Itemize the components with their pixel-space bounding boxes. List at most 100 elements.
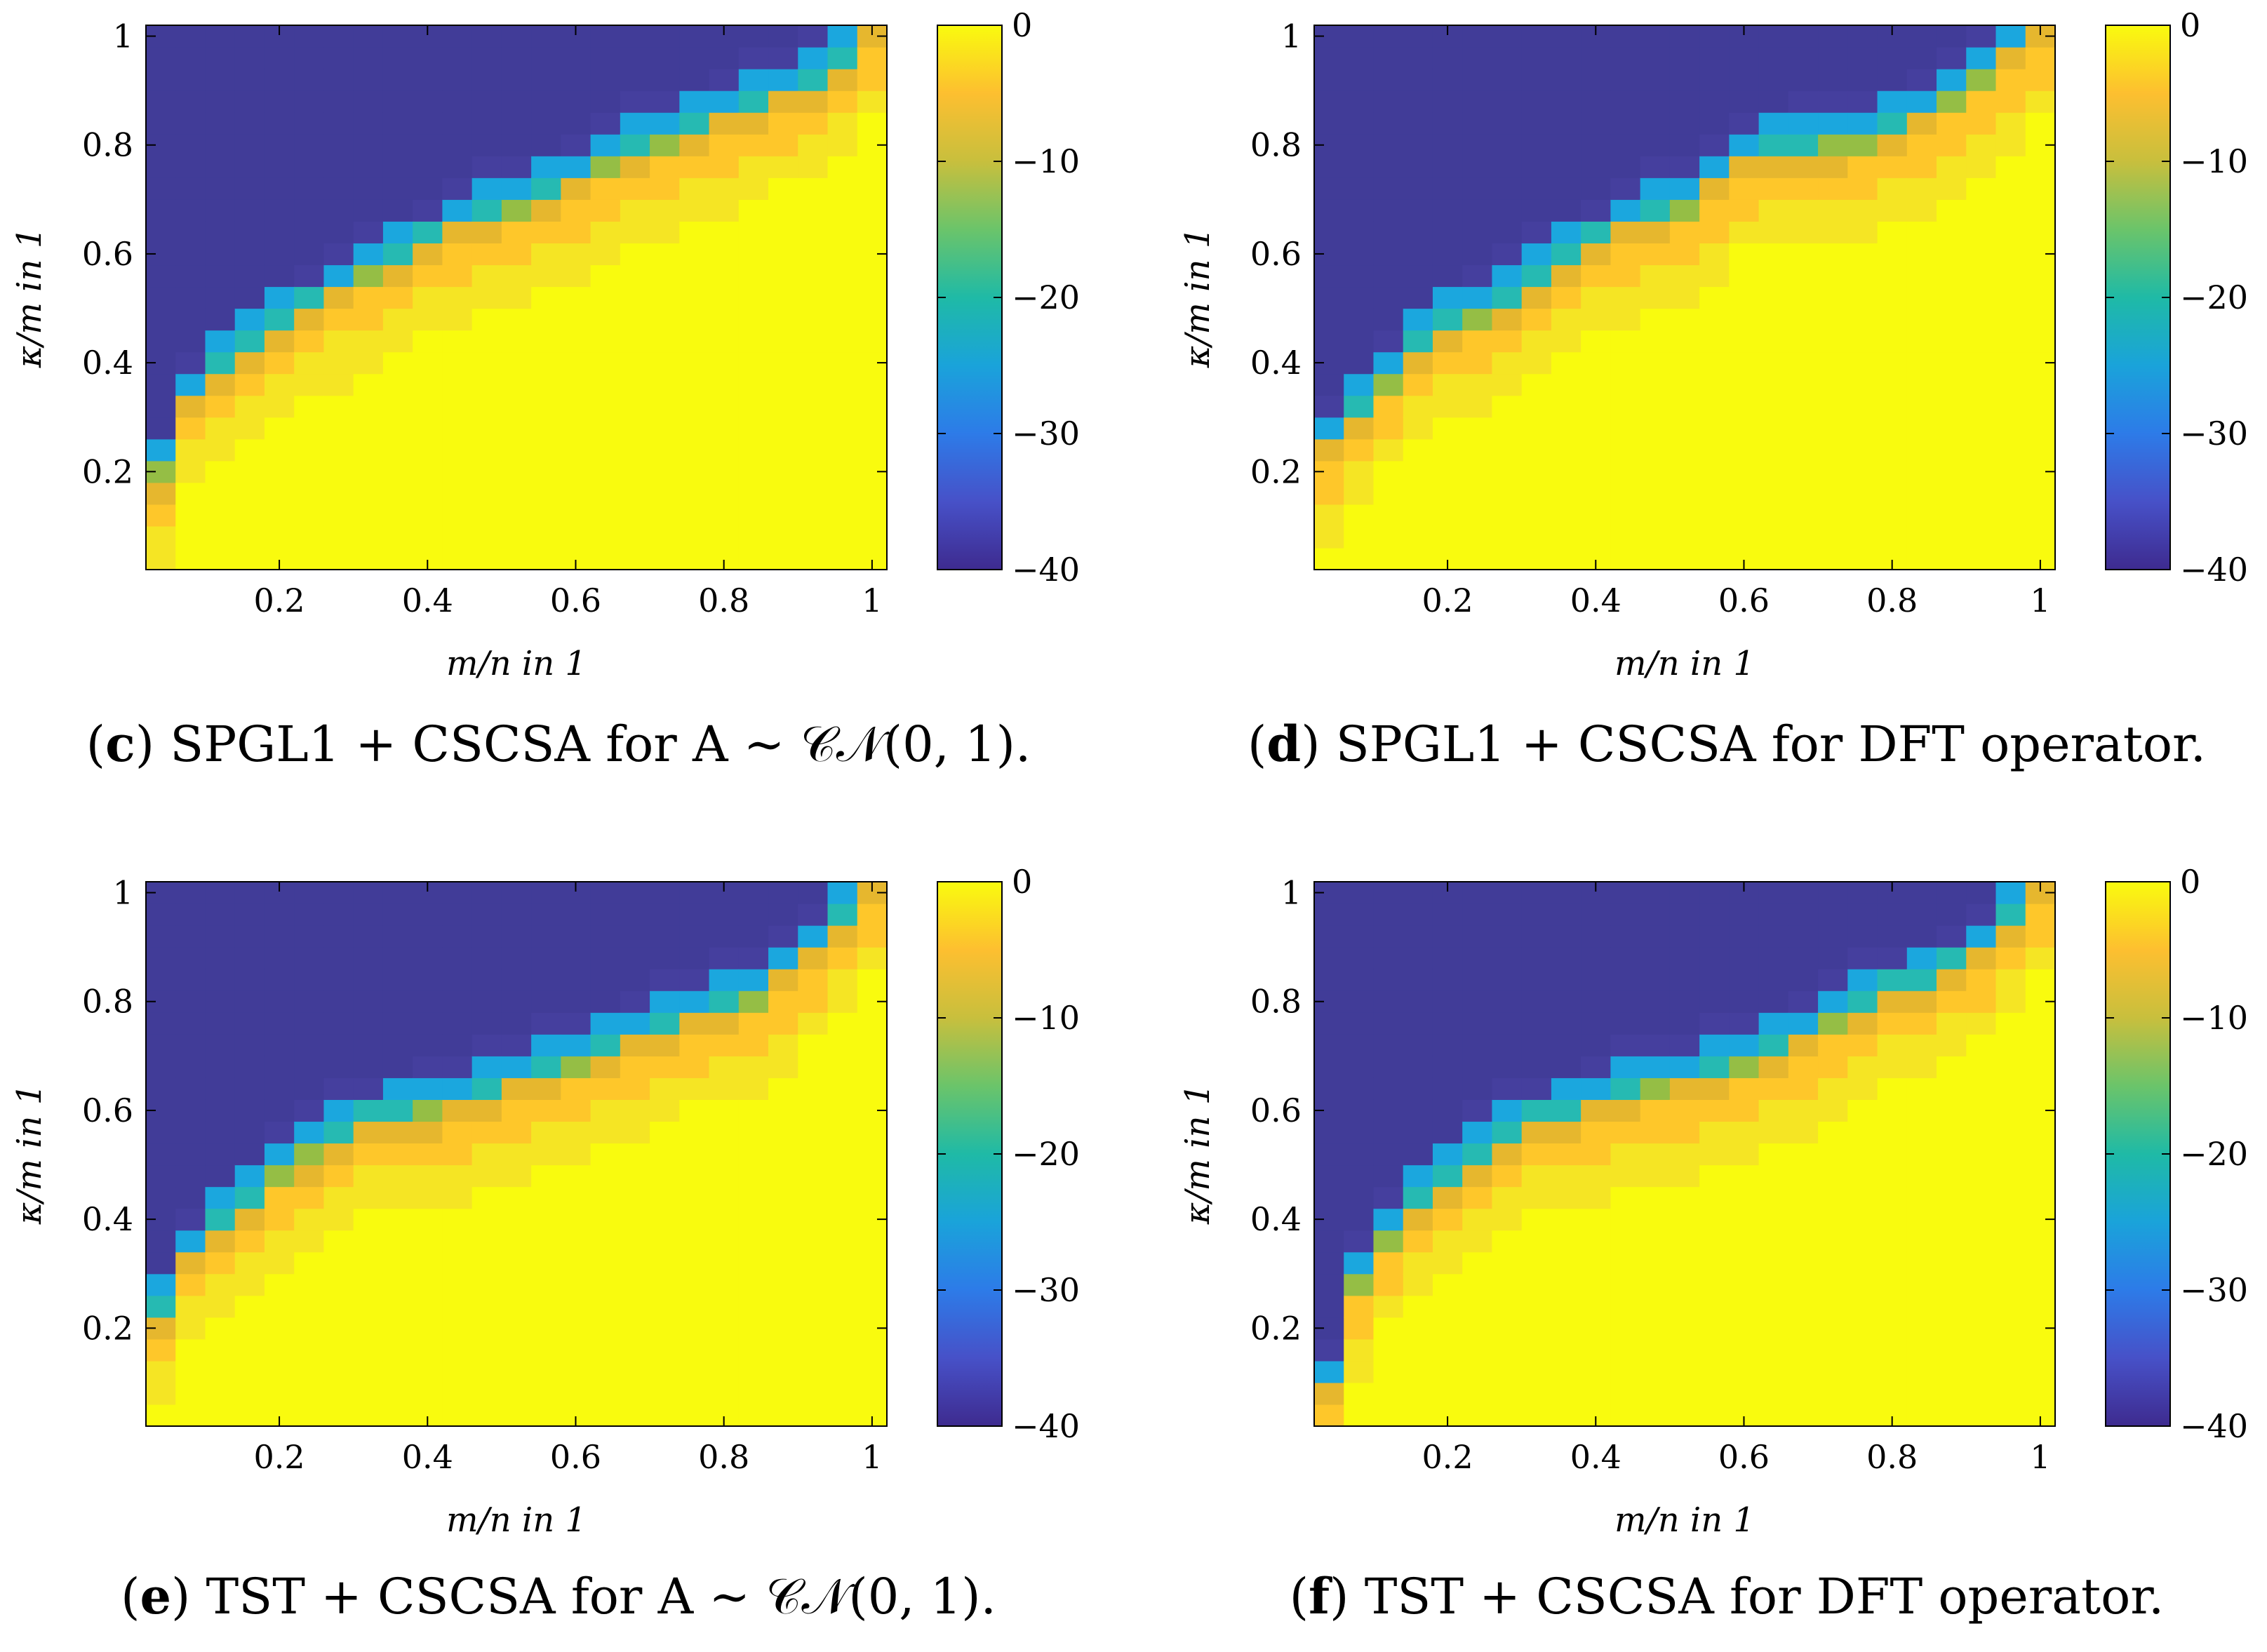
heatmap-cell [175, 882, 206, 904]
heatmap-cell [501, 1230, 532, 1253]
heatmap-cell [501, 1338, 532, 1362]
heatmap-cell [1788, 1338, 1819, 1362]
heatmap-cell [679, 395, 710, 418]
heatmap-cell [323, 1338, 354, 1362]
y-tick-label: 0.4 [82, 344, 133, 382]
heatmap-cell [501, 882, 532, 904]
heatmap-cell [1521, 1317, 1552, 1340]
heatmap-cell [146, 264, 176, 288]
heatmap-cell [1906, 177, 1937, 200]
heatmap-cell [1344, 525, 1375, 549]
heatmap-cell [323, 1360, 354, 1383]
heatmap-cell [294, 199, 325, 222]
heatmap-cell [323, 1056, 354, 1078]
heatmap-cell [1729, 373, 1760, 396]
heatmap-cell [1906, 925, 1937, 948]
heatmap-cell [561, 69, 591, 91]
heatmap-cell [1581, 1382, 1611, 1405]
heatmap-cell [1699, 308, 1730, 331]
heatmap-cell [1432, 1273, 1463, 1296]
heatmap-cell [857, 525, 888, 549]
heatmap-cell [1788, 547, 1819, 570]
heatmap-cell [1877, 1208, 1908, 1231]
heatmap-cell [827, 90, 858, 113]
heatmap-cell [382, 1360, 413, 1383]
heatmap-cell [146, 417, 176, 440]
heatmap-cell [1847, 221, 1878, 243]
heatmap-cell [175, 1077, 206, 1100]
heatmap-cell [1818, 243, 1848, 266]
heatmap-cell [1669, 1099, 1700, 1122]
heatmap-cell [1344, 969, 1375, 991]
heatmap-cell [413, 1251, 443, 1275]
heatmap-cell [1966, 1317, 1997, 1340]
heatmap-cell [413, 525, 443, 549]
heatmap-cell [1492, 1273, 1523, 1296]
heatmap-cell [353, 1230, 384, 1253]
heatmap-cell [768, 1034, 798, 1056]
heatmap-cell [650, 308, 680, 331]
heatmap-cell [323, 990, 354, 1013]
heatmap-cell [472, 947, 502, 969]
heatmap-cell [1699, 1273, 1730, 1296]
heatmap-cell [323, 504, 354, 527]
heatmap-cell [413, 1382, 443, 1405]
heatmap-cell [1610, 460, 1641, 483]
heatmap-cell [382, 112, 413, 135]
heatmap-cell [1788, 1317, 1819, 1340]
heatmap-cell [1966, 112, 1997, 135]
heatmap-cell [738, 1056, 769, 1078]
heatmap-cell [1314, 547, 1344, 570]
heatmap-cell [1729, 134, 1760, 156]
heatmap-cell [768, 1273, 798, 1296]
heatmap-cell [1521, 482, 1552, 505]
heatmap-cell [1966, 1338, 1997, 1362]
heatmap-cell [590, 1143, 621, 1166]
heatmap-cell [294, 904, 325, 926]
heatmap-cell [1669, 882, 1700, 904]
heatmap-cell [146, 330, 176, 353]
heatmap-cell [1432, 904, 1463, 926]
heatmap-cell [472, 1143, 502, 1166]
heatmap-cell [2025, 1360, 2056, 1383]
y-tick-label: 0.8 [82, 983, 133, 1021]
heatmap-cell [738, 1338, 769, 1362]
heatmap-cell [294, 395, 325, 418]
heatmap-cell [561, 47, 591, 69]
heatmap-cell [590, 1382, 621, 1405]
heatmap-cell [353, 330, 384, 353]
heatmap-cell [1699, 547, 1730, 570]
heatmap-cell [413, 134, 443, 156]
heatmap-cell [1729, 1121, 1760, 1144]
heatmap-cell [1906, 969, 1937, 991]
heatmap-cell [1699, 69, 1730, 91]
heatmap-cell [1669, 969, 1700, 991]
heatmap-cell [561, 504, 591, 527]
panel-caption: (c) SPGL1 + CSCSA for A ∼ 𝒞𝒩(0, 1). [86, 715, 1031, 773]
heatmap-cell [264, 990, 295, 1013]
heatmap-cell [442, 1295, 473, 1318]
heatmap-cell [1610, 1317, 1641, 1340]
heatmap-cell [1640, 1208, 1671, 1231]
heatmap-cell [1432, 525, 1463, 549]
heatmap-cell [1373, 1099, 1404, 1122]
heatmap-cell [413, 243, 443, 266]
heatmap-cell [1788, 925, 1819, 948]
heatmap-cell [798, 330, 829, 353]
heatmap-cell [175, 1099, 206, 1122]
heatmap-cell [472, 882, 502, 904]
heatmap-cell [234, 438, 265, 462]
y-tick-label: 0.4 [82, 1200, 133, 1238]
heatmap-cell [234, 1034, 265, 1056]
heatmap-cell [1492, 1382, 1523, 1405]
heatmap-cell [561, 90, 591, 113]
heatmap-cell [1432, 134, 1463, 156]
heatmap-cell [1640, 1317, 1671, 1340]
heatmap-cell [1906, 1164, 1937, 1188]
heatmap-cell [1403, 1230, 1433, 1253]
heatmap-cell [650, 1056, 680, 1078]
heatmap-cell [1462, 373, 1493, 396]
heatmap-cell [2025, 90, 2056, 113]
heatmap-cell [1847, 1208, 1878, 1231]
heatmap-cell [1314, 1382, 1344, 1405]
